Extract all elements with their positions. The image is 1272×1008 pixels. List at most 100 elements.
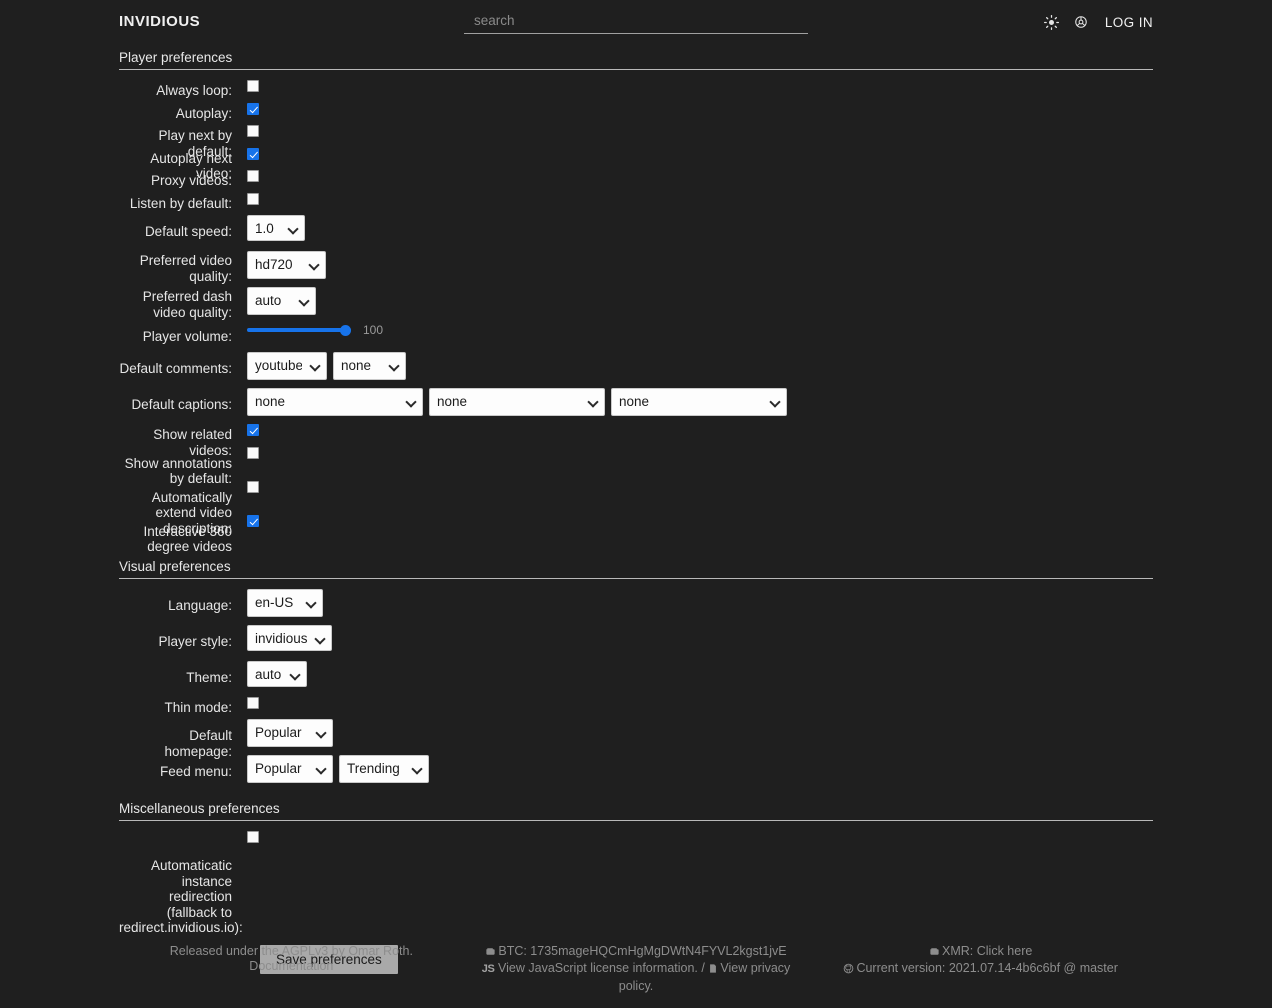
select-captions-3[interactable]: none bbox=[611, 388, 787, 416]
save-row: Save preferences bbox=[119, 945, 1153, 974]
field-default-captions: none none none bbox=[247, 388, 1153, 416]
pref-row-interactive-360: Interactive 360 degree videos bbox=[119, 514, 1153, 554]
checkbox-annotations[interactable] bbox=[247, 446, 259, 459]
checkbox-always-loop[interactable] bbox=[247, 80, 259, 92]
checkbox-play-next[interactable] bbox=[247, 125, 259, 137]
pref-row-player-style: Player style: invidious bbox=[119, 624, 1153, 661]
pref-row-autoplay: Autoplay: bbox=[119, 102, 1153, 126]
footer-donate-column: BTC: 1735mageHQCmHgMgDWtN4FYVL2kgst1jvE … bbox=[464, 944, 809, 995]
gear-icon[interactable] bbox=[1073, 14, 1089, 30]
label-auto-redirect: Automaticatic instance redirection (fall… bbox=[119, 858, 243, 935]
label-default-captions: Default captions: bbox=[131, 397, 232, 412]
checkbox-autoplay-next[interactable] bbox=[247, 147, 259, 160]
select-wrap-default-speed: 1.0 bbox=[247, 215, 305, 241]
label-annotations: Show annotations by default: bbox=[124, 455, 232, 487]
footer: Released under the AGPLv3 by Omar Roth. … bbox=[0, 944, 1272, 995]
section-title-visual: Visual preferences bbox=[119, 558, 231, 574]
search-input[interactable] bbox=[464, 10, 808, 34]
slider-player-volume[interactable] bbox=[247, 326, 351, 334]
xmr-link[interactable]: XMR: Click here bbox=[942, 943, 1033, 958]
btc-link[interactable]: BTC: 1735mageHQCmHgMgDWtN4FYVL2kgst1jvE bbox=[498, 943, 787, 958]
navbar-left: INVIDIOUS bbox=[119, 13, 464, 31]
field-annotations bbox=[247, 446, 1153, 459]
visual-preferences-section: Visual preferences Language: en-US Playe… bbox=[119, 559, 1153, 792]
save-preferences-button[interactable]: Save preferences bbox=[260, 945, 398, 974]
checkbox-proxy-videos[interactable] bbox=[247, 170, 259, 182]
select-wrap-captions-3: none bbox=[611, 388, 787, 416]
pref-row-annotations: Show annotations by default: bbox=[119, 446, 1153, 486]
select-wrap-comments-primary: youtube bbox=[247, 352, 327, 380]
label-default-speed: Default speed: bbox=[144, 224, 232, 239]
login-link[interactable]: LOG IN bbox=[1104, 14, 1153, 30]
pref-row-thin-mode: Thin mode: bbox=[119, 696, 1153, 720]
checkbox-listen-default[interactable] bbox=[247, 192, 259, 205]
checkbox-auto-redirect[interactable] bbox=[247, 831, 259, 843]
select-captions-2[interactable]: none bbox=[429, 388, 605, 416]
select-video-quality[interactable]: hd720 bbox=[247, 251, 326, 279]
label-language: Language: bbox=[168, 597, 232, 613]
section-divider-player bbox=[119, 69, 1153, 70]
pref-row-listen-default: Listen by default: bbox=[119, 192, 1153, 216]
pref-row-extend-description: Automatically extend video description: bbox=[119, 480, 1153, 536]
label-interactive-360: Interactive 360 degree videos bbox=[143, 523, 232, 555]
select-wrap-theme: auto bbox=[247, 660, 307, 687]
field-dash-quality: auto bbox=[247, 287, 1153, 315]
label-dash-quality: Preferred dash video quality: bbox=[142, 289, 232, 320]
pref-row-autoplay-next: Autoplay next video: bbox=[119, 147, 1153, 181]
pref-row-theme: Theme: auto bbox=[119, 660, 1153, 697]
select-captions-1[interactable]: none bbox=[247, 388, 423, 416]
label-player-style: Player style: bbox=[158, 633, 232, 649]
label-play-next: Play next by default: bbox=[158, 128, 232, 159]
select-feed-menu-b[interactable]: Trending bbox=[339, 755, 429, 783]
select-wrap-language: en-US bbox=[247, 588, 323, 617]
label-proxy-videos: Proxy videos: bbox=[150, 173, 232, 188]
select-theme[interactable]: auto bbox=[247, 660, 307, 687]
label-player-volume: Player volume: bbox=[142, 329, 232, 344]
field-language: en-US bbox=[247, 588, 1153, 617]
search-wrapper bbox=[464, 10, 808, 34]
checkbox-extend-description[interactable] bbox=[247, 480, 259, 493]
footer-documentation-link[interactable]: Documentation bbox=[249, 959, 334, 973]
js-license-link[interactable]: View JavaScript license information. bbox=[498, 961, 698, 975]
select-language[interactable]: en-US bbox=[247, 588, 323, 617]
checkbox-interactive-360[interactable] bbox=[247, 514, 259, 527]
pref-row-related-videos: Show related videos: bbox=[119, 424, 1153, 458]
field-play-next bbox=[247, 125, 1153, 137]
select-comments-primary[interactable]: youtube bbox=[247, 352, 327, 380]
footer-license-text: Released under the AGPLv3 by Omar Roth. bbox=[169, 943, 413, 958]
navbar: INVIDIOUS bbox=[119, 0, 1153, 40]
field-video-quality: hd720 bbox=[247, 251, 1153, 279]
pref-row-feed-menu: Feed menu: Popular Trending bbox=[119, 755, 1153, 791]
sun-icon[interactable] bbox=[1044, 14, 1060, 30]
pref-row-dash-quality: Preferred dash video quality: auto bbox=[119, 287, 1153, 323]
select-default-homepage[interactable]: Popular bbox=[247, 719, 333, 747]
field-default-speed: 1.0 bbox=[247, 215, 1153, 241]
player-volume-value: 100 bbox=[363, 323, 384, 337]
select-dash-quality[interactable]: auto bbox=[247, 287, 316, 315]
select-wrap-feed-menu-a: Popular bbox=[247, 755, 333, 783]
monero-wallet-icon bbox=[929, 946, 940, 962]
field-extend-description bbox=[247, 480, 1153, 493]
checkbox-thin-mode[interactable] bbox=[247, 696, 259, 709]
privacy-policy-link[interactable]: View privacy policy. bbox=[618, 961, 791, 993]
checkbox-autoplay[interactable] bbox=[247, 102, 259, 115]
select-default-speed[interactable]: 1.0 bbox=[247, 215, 305, 241]
select-wrap-dash-quality: auto bbox=[247, 287, 316, 315]
pref-row-default-speed: Default speed: 1.0 bbox=[119, 215, 1153, 251]
brand-logo[interactable]: INVIDIOUS bbox=[119, 13, 201, 30]
github-icon bbox=[843, 963, 854, 979]
pref-row-play-next: Play next by default: bbox=[119, 125, 1153, 159]
pref-row-always-loop: Always loop: bbox=[119, 80, 1153, 103]
select-player-style[interactable]: invidious bbox=[247, 624, 332, 651]
version-link[interactable]: Current version: 2021.07.14-4b6c6bf @ ma… bbox=[856, 961, 1118, 975]
field-interactive-360 bbox=[247, 514, 1153, 527]
field-theme: auto bbox=[247, 660, 1153, 687]
field-listen-default bbox=[247, 192, 1153, 205]
label-feed-menu: Feed menu: bbox=[159, 764, 232, 779]
select-comments-secondary[interactable]: none bbox=[333, 352, 406, 380]
field-proxy-videos bbox=[247, 170, 1153, 182]
footer-separator: / bbox=[701, 961, 705, 975]
select-feed-menu-a[interactable]: Popular bbox=[247, 755, 333, 783]
checkbox-related-videos[interactable] bbox=[247, 424, 259, 436]
